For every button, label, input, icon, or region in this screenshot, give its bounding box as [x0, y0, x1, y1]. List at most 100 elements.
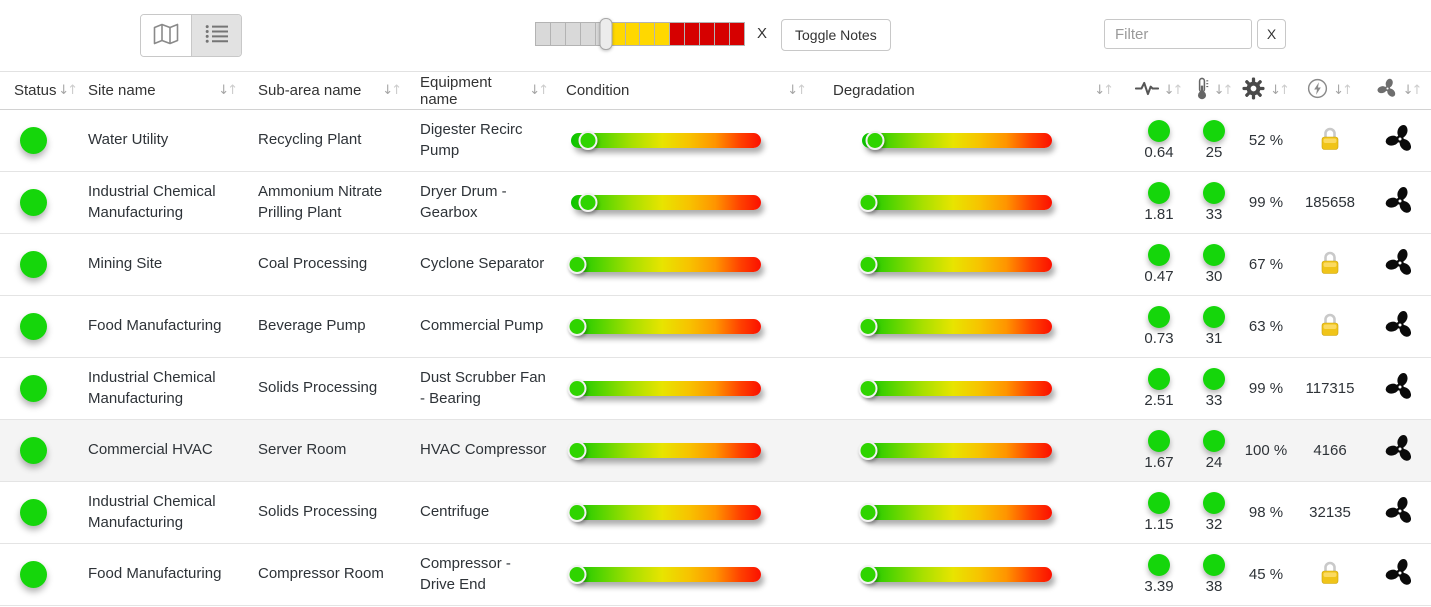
condition-slider-handle[interactable] — [567, 565, 587, 584]
degradation-slider[interactable] — [858, 565, 1052, 584]
vibration-value: 1.67 — [1144, 454, 1174, 471]
severity-slider-segment — [536, 23, 551, 45]
table-row[interactable]: Industrial Chemical Manufacturing Solids… — [0, 358, 1431, 420]
table-row[interactable]: Food Manufacturing Beverage Pump Commerc… — [0, 296, 1431, 358]
sort-arrows-icon[interactable]: ↓ ↑ — [1402, 83, 1423, 98]
slider-close-button[interactable]: X — [757, 25, 768, 42]
temperature-cell: 31 — [1188, 306, 1240, 347]
degradation-slider[interactable] — [858, 441, 1052, 460]
degradation-slider-handle[interactable] — [858, 565, 878, 584]
condition-slider-handle[interactable] — [567, 503, 587, 522]
condition-slider[interactable] — [571, 193, 761, 212]
vibration-cell: 2.51 — [1130, 368, 1188, 409]
power-value: 185658 — [1304, 194, 1356, 211]
condition-slider[interactable] — [567, 317, 761, 336]
vibration-cell: 1.15 — [1130, 492, 1188, 533]
condition-slider[interactable] — [567, 441, 761, 460]
condition-slider-handle[interactable] — [567, 441, 587, 460]
toggle-notes-button[interactable]: Toggle Notes — [781, 19, 891, 51]
temperature-value: 24 — [1205, 454, 1223, 471]
sort-arrows-icon[interactable]: ↓ ↑ — [382, 83, 402, 98]
condition-slider[interactable] — [567, 503, 761, 522]
sort-arrows-icon[interactable]: ↓ ↑ — [1213, 83, 1234, 98]
vibration-value: 1.81 — [1144, 206, 1174, 223]
temperature-cell: 32 — [1188, 492, 1240, 533]
temperature-status-dot — [1203, 182, 1225, 204]
table-row[interactable]: Commercial HVAC Server Room HVAC Compres… — [0, 420, 1431, 482]
sort-arrows-icon[interactable]: ↓ ↑ — [1333, 83, 1353, 98]
status-cell — [0, 561, 88, 588]
site-name: Industrial Chemical Manufacturing — [88, 493, 216, 531]
degradation-cell — [833, 255, 1130, 274]
degradation-slider[interactable] — [858, 193, 1052, 212]
sort-arrows-icon[interactable]: ↓ ↑ — [58, 83, 78, 98]
sort-arrows-icon[interactable]: ↓ ↑ — [218, 83, 238, 98]
site-name: Industrial Chemical Manufacturing — [88, 183, 216, 221]
degradation-slider-handle[interactable] — [858, 379, 878, 398]
column-header-temperature: ↓ ↑ — [1188, 77, 1240, 104]
power-cell — [1292, 311, 1368, 342]
severity-slider-segment — [685, 23, 701, 45]
condition-slider[interactable] — [567, 565, 761, 584]
condition-slider[interactable] — [567, 379, 761, 398]
degradation-slider-handle[interactable] — [858, 503, 878, 522]
table-row[interactable]: Mining Site Coal Processing Cyclone Sepa… — [0, 234, 1431, 296]
condition-cell — [566, 379, 833, 398]
condition-slider-handle[interactable] — [578, 193, 598, 212]
column-label: Site name — [88, 82, 156, 99]
equipment-name: HVAC Compressor — [420, 441, 547, 459]
condition-slider[interactable] — [571, 131, 761, 150]
condition-slider-handle[interactable] — [567, 317, 587, 336]
condition-cell — [566, 131, 833, 150]
severity-filter-slider[interactable] — [535, 18, 745, 50]
fan-icon — [1385, 124, 1415, 158]
sort-arrows-icon[interactable]: ↓ ↑ — [1094, 83, 1114, 98]
degradation-slider-handle[interactable] — [865, 131, 885, 150]
filter-input[interactable] — [1104, 19, 1252, 49]
sort-arrows-icon[interactable]: ↓ ↑ — [1270, 83, 1290, 98]
sort-arrows-icon[interactable]: ↓ ↑ — [1163, 83, 1184, 98]
sort-arrows-icon[interactable]: ↓ ↑ — [529, 83, 549, 98]
condition-slider[interactable] — [567, 255, 761, 274]
filter-clear-button[interactable]: X — [1257, 19, 1286, 49]
vibration-value: 0.47 — [1144, 268, 1174, 285]
degradation-slider-handle[interactable] — [858, 255, 878, 274]
vibration-status-dot — [1148, 244, 1170, 266]
temperature-status-dot — [1203, 120, 1225, 142]
degradation-slider[interactable] — [858, 255, 1052, 274]
equipment-name: Dryer Drum - Gearbox — [420, 183, 507, 221]
status-indicator — [20, 189, 47, 216]
severity-slider-handle[interactable] — [599, 18, 613, 50]
sort-arrows-icon[interactable]: ↓ ↑ — [787, 83, 807, 98]
degradation-slider[interactable] — [858, 379, 1052, 398]
table-row[interactable]: Industrial Chemical Manufacturing Solids… — [0, 482, 1431, 544]
degradation-slider-handle[interactable] — [858, 317, 878, 336]
equipment-name: Compressor - Drive End — [420, 555, 511, 593]
severity-slider-segment — [580, 23, 596, 45]
map-view-button[interactable] — [141, 15, 191, 56]
degradation-cell — [833, 317, 1130, 336]
subarea-name: Beverage Pump — [258, 317, 366, 335]
vibration-status-dot — [1148, 430, 1170, 452]
table-row[interactable]: Water Utility Recycling Plant Digester R… — [0, 110, 1431, 172]
column-header-health: ↓ ↑ — [1240, 77, 1292, 104]
condition-slider-handle[interactable] — [567, 255, 587, 274]
severity-slider-segment — [625, 23, 641, 45]
status-cell — [0, 437, 88, 464]
degradation-slider-handle[interactable] — [858, 441, 878, 460]
table-row[interactable]: Industrial Chemical Manufacturing Ammoni… — [0, 172, 1431, 234]
condition-slider-handle[interactable] — [567, 379, 587, 398]
degradation-slider[interactable] — [858, 317, 1052, 336]
temperature-cell: 24 — [1188, 430, 1240, 471]
table-row[interactable]: Food Manufacturing Compressor Room Compr… — [0, 544, 1431, 606]
condition-slider-handle[interactable] — [578, 131, 598, 150]
table-body: Water Utility Recycling Plant Digester R… — [0, 110, 1431, 606]
list-view-button[interactable] — [191, 15, 241, 56]
subarea-name: Coal Processing — [258, 255, 368, 273]
degradation-slider-handle[interactable] — [858, 193, 878, 212]
temperature-cell: 38 — [1188, 554, 1240, 595]
degradation-slider[interactable] — [862, 131, 1052, 150]
degradation-slider[interactable] — [858, 503, 1052, 522]
column-label: Equipment name — [420, 73, 492, 108]
temperature-value: 33 — [1205, 392, 1223, 409]
